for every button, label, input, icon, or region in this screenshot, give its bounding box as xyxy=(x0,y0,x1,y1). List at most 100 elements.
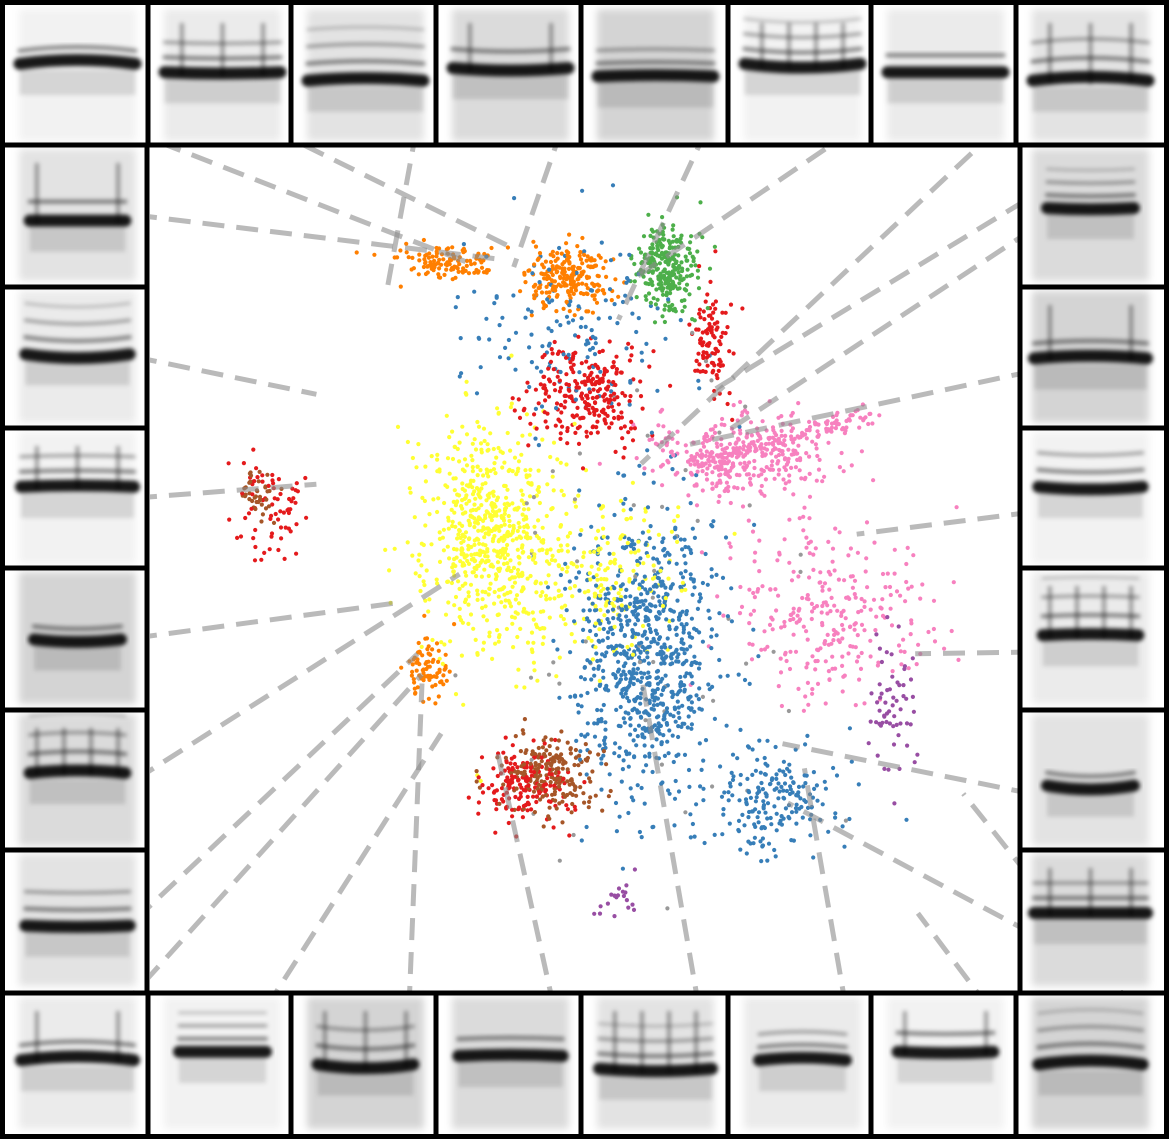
scatter-point xyxy=(783,481,788,486)
scatter-point xyxy=(554,401,560,406)
scatter-point xyxy=(837,530,842,535)
scatter-point xyxy=(664,706,670,711)
scatter-point xyxy=(650,246,656,251)
scatter-point xyxy=(262,550,267,556)
scatter-point xyxy=(648,609,653,614)
scatter-point xyxy=(550,469,555,474)
scatter-point xyxy=(709,450,714,455)
scatter-point xyxy=(705,582,710,587)
scatter-point xyxy=(608,627,613,632)
scatter-point xyxy=(476,424,482,429)
scatter-point xyxy=(554,319,559,324)
scatter-point xyxy=(665,592,670,597)
scatter-point xyxy=(550,272,555,278)
scatter-point xyxy=(517,534,522,539)
scatter-point xyxy=(542,752,547,757)
scatter-point xyxy=(726,798,731,803)
scatter-point xyxy=(447,471,452,476)
scatter-point xyxy=(550,287,555,292)
scatter-point xyxy=(902,649,907,655)
scatter-point xyxy=(815,658,820,664)
scatter-point xyxy=(650,468,655,473)
scatter-point xyxy=(614,829,620,834)
scatter-point xyxy=(783,467,789,473)
scatter-point xyxy=(634,743,639,748)
scatter-point xyxy=(492,461,497,466)
scatter-point xyxy=(556,738,562,743)
scatter-point xyxy=(487,630,492,635)
scatter-point xyxy=(505,567,510,573)
scatter-point xyxy=(464,432,470,437)
scatter-point xyxy=(485,442,490,447)
scatter-point xyxy=(673,719,678,724)
scatter-point xyxy=(678,611,683,616)
scatter-point xyxy=(738,431,743,436)
scatter-point xyxy=(432,258,437,263)
scatter-point xyxy=(728,500,733,506)
scatter-point xyxy=(459,371,464,376)
scatter-point xyxy=(597,283,602,288)
spectrogram-inset xyxy=(438,993,583,1133)
scatter-point xyxy=(857,425,862,430)
scatter-point xyxy=(260,473,265,478)
scatter-point xyxy=(760,450,765,455)
scatter-point xyxy=(649,603,654,608)
scatter-point xyxy=(539,290,545,295)
scatter-point xyxy=(423,523,428,528)
scatter-point xyxy=(744,435,749,440)
scatter-point xyxy=(805,637,810,642)
scatter-point xyxy=(735,756,740,761)
scatter-point xyxy=(511,196,517,201)
scatter-point xyxy=(701,758,706,763)
scatter-point xyxy=(637,463,642,468)
scatter-point xyxy=(259,519,264,524)
scatter-point xyxy=(449,580,454,586)
scatter-point xyxy=(573,747,579,753)
scatter-point xyxy=(564,462,569,467)
scatter-point xyxy=(455,536,460,541)
scatter-point xyxy=(619,410,624,415)
scatter-point xyxy=(896,643,902,648)
scatter-point xyxy=(951,580,956,585)
scatter-point xyxy=(677,715,682,721)
scatter-point xyxy=(522,272,527,277)
scatter-point xyxy=(787,473,792,478)
scatter-point xyxy=(601,675,606,680)
scatter-point xyxy=(650,744,655,749)
scatter-point xyxy=(624,545,629,550)
scatter-point xyxy=(665,636,670,641)
scatter-point xyxy=(554,264,560,269)
scatter-point xyxy=(579,316,584,321)
scatter-point xyxy=(505,245,510,250)
scatter-point xyxy=(597,349,602,355)
scatter-point xyxy=(651,703,657,708)
scatter-point xyxy=(725,673,730,678)
scatter-point xyxy=(478,365,483,370)
scatter-point xyxy=(648,259,653,264)
scatter-point xyxy=(727,821,732,826)
spectrogram-inset xyxy=(873,5,1018,145)
scatter-point xyxy=(797,468,802,473)
scatter-point xyxy=(755,589,760,594)
scatter-point xyxy=(644,341,649,346)
scatter-point xyxy=(645,675,650,681)
scatter-point xyxy=(481,426,487,431)
scatter-point xyxy=(484,559,489,564)
scatter-point xyxy=(720,330,725,335)
scatter-point xyxy=(492,533,497,539)
scatter-point xyxy=(807,419,812,424)
scatter-point xyxy=(634,606,640,611)
scatter-point xyxy=(576,763,581,768)
scatter-point xyxy=(522,762,527,767)
scatter-point xyxy=(547,561,552,566)
scatter-point xyxy=(776,796,781,801)
scatter-point xyxy=(561,776,566,782)
scatter-point xyxy=(527,384,532,390)
scatter-point xyxy=(252,479,257,484)
scatter-point xyxy=(709,574,714,579)
scatter-point xyxy=(714,441,719,446)
scatter-point xyxy=(778,656,783,661)
scatter-point xyxy=(537,500,543,506)
scatter-point xyxy=(605,566,610,571)
scatter-point xyxy=(737,428,743,433)
